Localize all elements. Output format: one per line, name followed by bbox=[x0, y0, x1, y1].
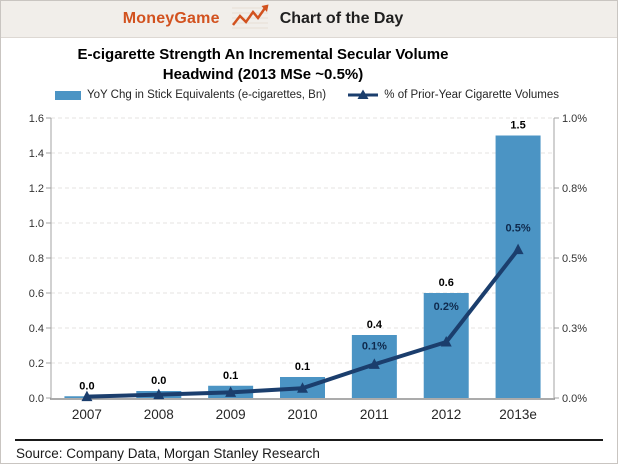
svg-text:0.4: 0.4 bbox=[29, 323, 44, 335]
svg-text:1.2: 1.2 bbox=[29, 183, 44, 195]
chart-title: E-cigarette Strength An Incremental Secu… bbox=[1, 38, 525, 86]
svg-text:2012: 2012 bbox=[431, 407, 461, 422]
masthead-inner: MoneyGame Chart of the Day bbox=[1, 4, 525, 35]
svg-text:2007: 2007 bbox=[72, 407, 102, 422]
bar-series-swatch-icon bbox=[55, 90, 81, 100]
masthead-title: Chart of the Day bbox=[279, 10, 404, 27]
svg-text:0.0: 0.0 bbox=[79, 380, 94, 392]
svg-text:0.1: 0.1 bbox=[295, 361, 310, 373]
line-series-marker-icon bbox=[348, 89, 379, 101]
svg-text:1.5: 1.5 bbox=[510, 120, 525, 132]
svg-text:0.6: 0.6 bbox=[439, 277, 454, 289]
source-note: Source: Company Data, Morgan Stanley Res… bbox=[16, 446, 320, 461]
svg-text:1.6: 1.6 bbox=[29, 113, 44, 125]
footer: Source: Company Data, Morgan Stanley Res… bbox=[1, 439, 617, 463]
masthead: MoneyGame Chart of the Day bbox=[1, 1, 617, 38]
svg-text:0.2%: 0.2% bbox=[434, 301, 459, 313]
svg-text:1.0%: 1.0% bbox=[562, 113, 587, 125]
legend-line-label: % of Prior-Year Cigarette Volumes bbox=[384, 89, 559, 101]
svg-text:2009: 2009 bbox=[216, 407, 246, 422]
legend-item-line: % of Prior-Year Cigarette Volumes bbox=[348, 89, 559, 101]
chart-title-line1: E-cigarette Strength An Incremental Secu… bbox=[77, 46, 449, 63]
svg-text:2008: 2008 bbox=[144, 407, 174, 422]
svg-text:0.0%: 0.0% bbox=[562, 393, 587, 405]
legend-bar-label: YoY Chg in Stick Equivalents (e-cigarett… bbox=[87, 89, 327, 101]
moneygame-logo: MoneyGame bbox=[122, 10, 220, 27]
svg-text:0.0: 0.0 bbox=[29, 393, 44, 405]
svg-text:2010: 2010 bbox=[287, 407, 317, 422]
svg-text:0.5%: 0.5% bbox=[562, 253, 587, 265]
svg-text:0.8: 0.8 bbox=[29, 253, 44, 265]
svg-text:0.4: 0.4 bbox=[367, 319, 383, 331]
legend: YoY Chg in Stick Equivalents (e-cigarett… bbox=[1, 86, 617, 104]
svg-text:0.0: 0.0 bbox=[151, 375, 166, 387]
svg-text:1.0: 1.0 bbox=[29, 218, 44, 230]
chart-title-line2: Headwind (2013 MSe ~0.5%) bbox=[162, 66, 364, 83]
svg-text:0.8%: 0.8% bbox=[562, 183, 587, 195]
combo-chart: 0.0 0.2 0.4 0.6 0.8 1.0 1.2 1.4 1.6 0.0% 0.3% 0.5% 0… bbox=[29, 113, 588, 422]
footer-divider bbox=[15, 439, 603, 441]
svg-text:1.4: 1.4 bbox=[29, 148, 44, 160]
svg-text:0.1%: 0.1% bbox=[362, 340, 387, 352]
line-chart-arrow-icon bbox=[230, 4, 270, 35]
svg-text:2013e: 2013e bbox=[499, 407, 537, 422]
legend-item-bars: YoY Chg in Stick Equivalents (e-cigarett… bbox=[55, 89, 326, 101]
svg-text:0.1: 0.1 bbox=[223, 370, 238, 382]
svg-text:0.5%: 0.5% bbox=[506, 223, 531, 235]
svg-text:0.6: 0.6 bbox=[29, 288, 44, 300]
svg-text:0.3%: 0.3% bbox=[562, 323, 587, 335]
svg-text:2011: 2011 bbox=[360, 407, 389, 422]
svg-text:0.2: 0.2 bbox=[29, 358, 44, 370]
